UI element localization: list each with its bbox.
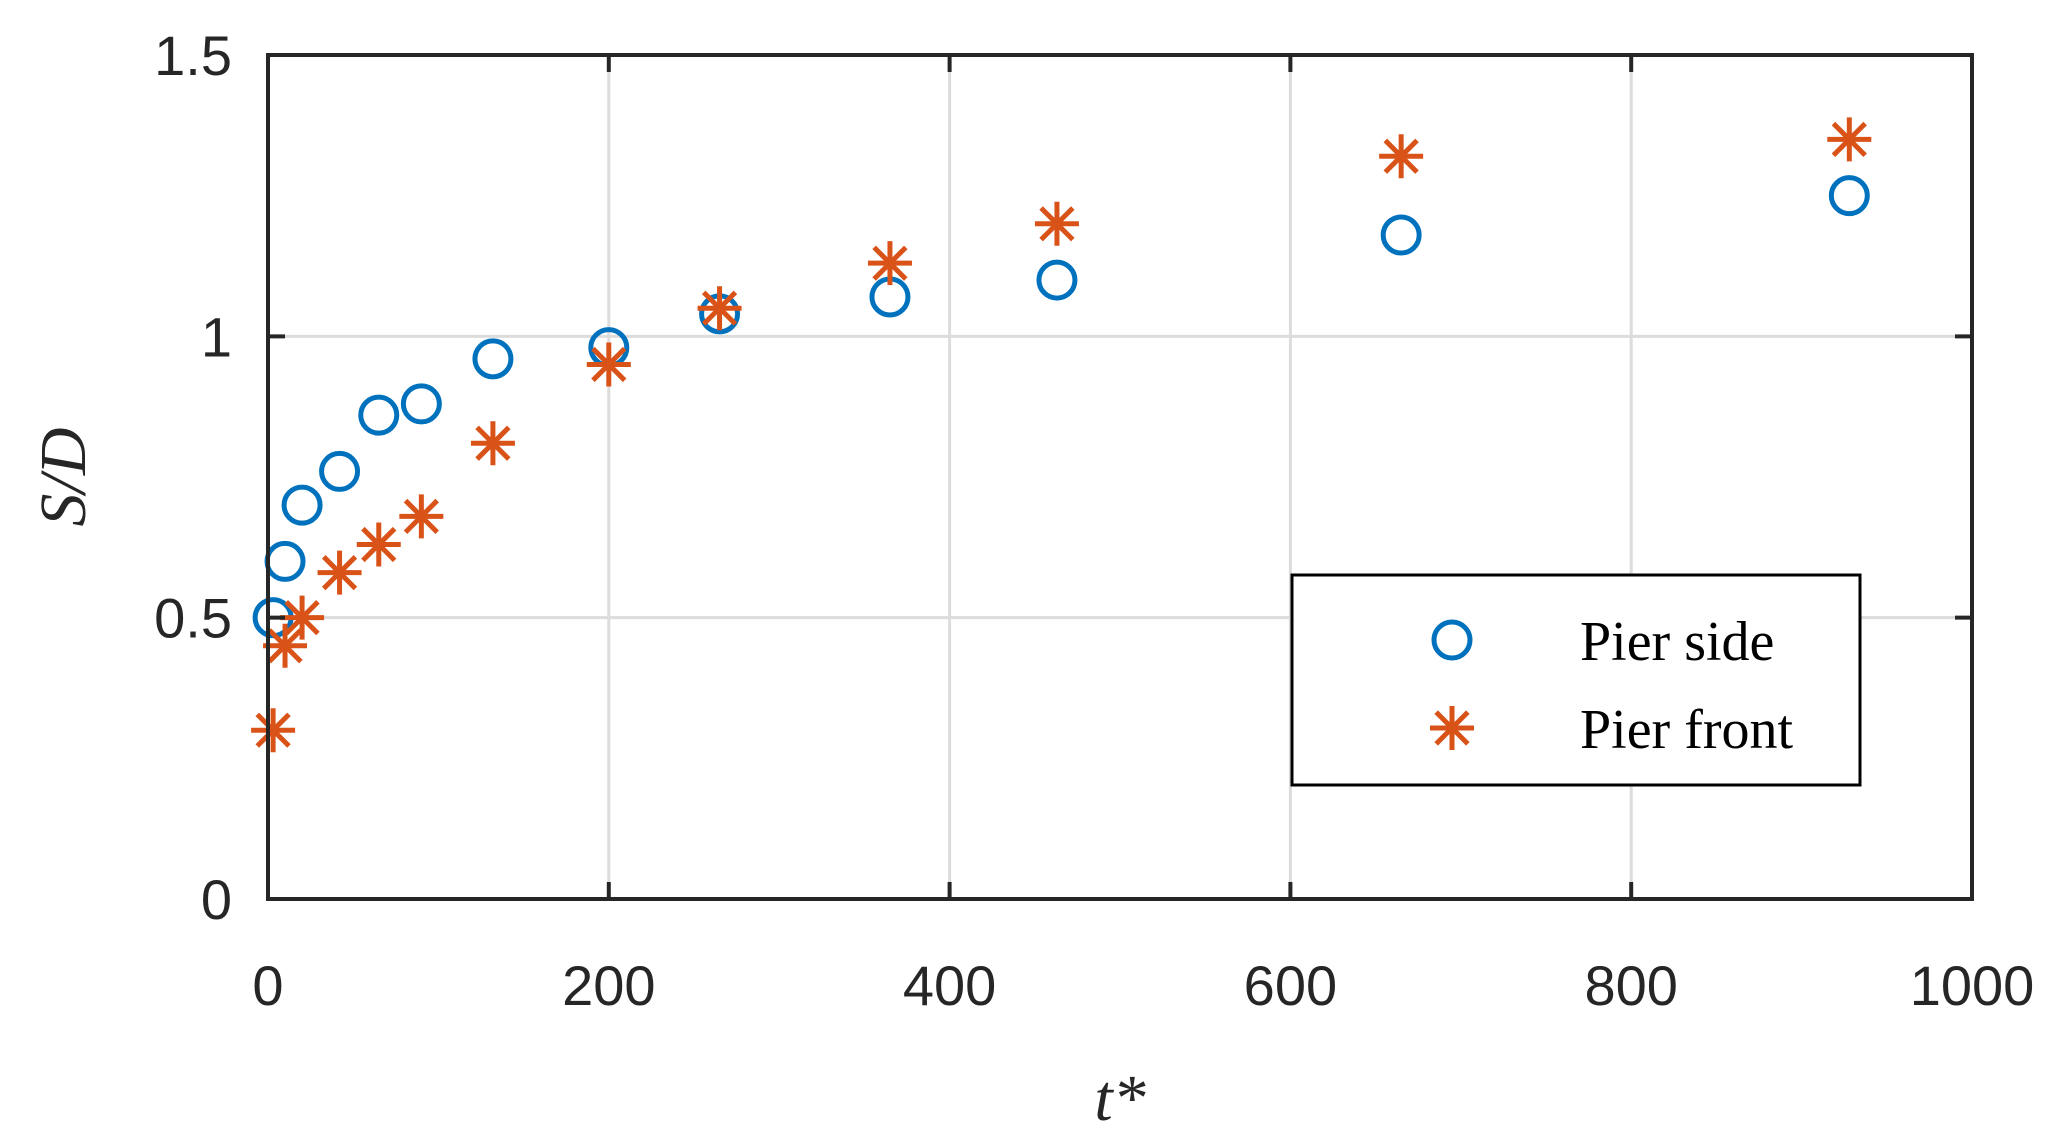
data-point-asterisk: [1379, 134, 1424, 179]
legend-box: [1290, 573, 1862, 787]
legend-marker-circle: [1431, 619, 1473, 661]
data-point-circle: [281, 484, 323, 526]
y-tick-label: 0: [201, 868, 232, 931]
data-point-circle: [358, 394, 400, 436]
data-point-asterisk: [1034, 201, 1079, 246]
y-axis-title: S/D: [27, 428, 100, 527]
data-markers: [251, 117, 1872, 753]
x-tick-label: 1000: [1910, 954, 2035, 1017]
data-point-asterisk: [697, 286, 742, 331]
y-tick-label: 1.5: [154, 24, 232, 87]
data-point-circle: [472, 338, 514, 380]
legend-label-pier-side: Pier side: [1580, 611, 1774, 673]
legend-label-pier-front: Pier front: [1580, 699, 1794, 761]
y-tick-label: 0.5: [154, 587, 232, 650]
x-tick-label: 200: [562, 954, 655, 1017]
x-axis-ticks: 0 200 400 600 800 1000: [252, 55, 2034, 1017]
y-tick-label: 1: [201, 305, 232, 368]
data-point-circle: [319, 450, 361, 492]
y-axis-ticks: 0 0.5 1 1.5: [154, 24, 1972, 931]
series-1: [251, 117, 1872, 753]
data-point-circle: [1380, 214, 1422, 256]
x-axis-title: t*: [1094, 1062, 1145, 1135]
data-point-asterisk: [867, 241, 912, 286]
data-point-asterisk: [399, 494, 444, 539]
x-tick-label: 600: [1244, 954, 1337, 1017]
data-point-asterisk: [1827, 117, 1872, 162]
legend-marker-asterisk: [1430, 706, 1474, 750]
data-point-asterisk: [317, 550, 362, 595]
data-point-asterisk: [586, 342, 631, 387]
data-point-asterisk: [470, 421, 515, 466]
data-point-circle: [1828, 175, 1870, 217]
legend-markers: [1430, 619, 1474, 750]
data-point-circle: [400, 383, 442, 425]
data-point-asterisk: [280, 595, 325, 640]
data-point-asterisk: [251, 708, 296, 753]
data-point-asterisk: [263, 623, 308, 668]
axes-box: [266, 53, 1974, 901]
x-tick-label: 800: [1584, 954, 1677, 1017]
data-point-asterisk: [356, 522, 401, 567]
legend: Pier side Pier front: [1290, 573, 1862, 787]
x-tick-label: 0: [252, 954, 283, 1017]
x-tick-label: 400: [903, 954, 996, 1017]
data-point-circle: [1036, 259, 1078, 301]
